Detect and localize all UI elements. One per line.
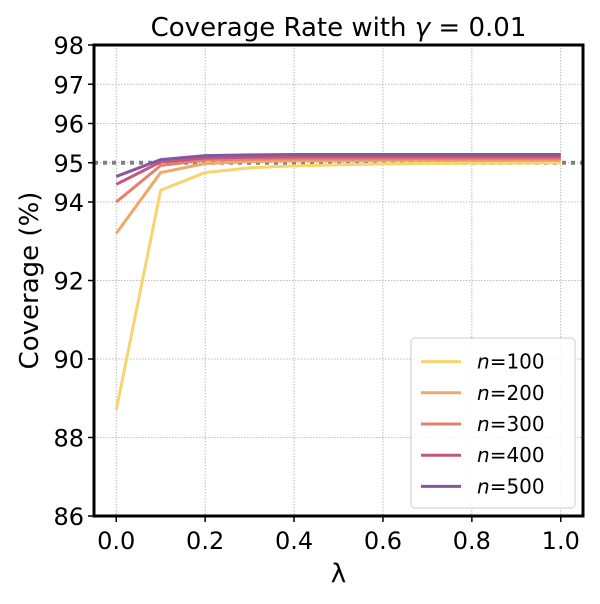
series-line-n400 [115,155,561,186]
x-axis-label: λ [331,559,346,589]
legend-label-n100: n=100 [477,350,545,374]
chart-title-equals: = [438,13,468,43]
legend-label-n500: n=500 [477,474,545,498]
x-tick-label-5: 1.0 [542,527,580,555]
series-line-n100 [114,161,561,411]
y-tick-label-7: 97 [53,71,84,99]
y-tick-label-3: 92 [53,268,84,296]
x-tick-label-0: 0.0 [97,527,135,555]
y-axis-label: Coverage (%) [15,192,45,370]
x-tick-label-1: 0.2 [186,527,224,555]
chart-title: Coverage Rate with γ = 0.01 [151,13,527,43]
series-line-n500 [115,153,561,178]
series-line-n200 [115,158,561,235]
legend-label-n300: n=300 [477,412,545,436]
y-tick-label-6: 96 [53,111,84,139]
x-axis-ticks: 0.0 0.2 0.4 0.6 0.8 1.0 [97,516,580,555]
x-tick-label-2: 0.4 [275,527,313,555]
y-tick-label-2: 90 [53,346,84,374]
y-tick-label-5: 95 [53,150,84,178]
chart-title-gamma-value: 0.01 [468,13,526,43]
y-tick-label-1: 88 [53,425,84,453]
legend-box [410,337,576,509]
series-lines [114,153,561,411]
y-tick-label-8: 98 [53,32,84,60]
y-tick-label-4: 94 [53,189,84,217]
legend-label-n200: n=200 [477,381,545,405]
chart-legend: n=100 n=200 n=300 n=400 n=500 [410,337,576,509]
chart-title-gamma-symbol: γ [415,13,432,43]
series-line-n300 [115,157,561,204]
x-tick-label-4: 0.8 [453,527,491,555]
y-tick-label-0: 86 [53,503,84,531]
y-axis-ticks: 86 88 90 92 94 95 96 97 98 [53,32,94,531]
x-tick-label-3: 0.6 [364,527,402,555]
legend-label-n400: n=400 [477,443,545,467]
chart-title-prefix: Coverage Rate with [151,13,415,43]
